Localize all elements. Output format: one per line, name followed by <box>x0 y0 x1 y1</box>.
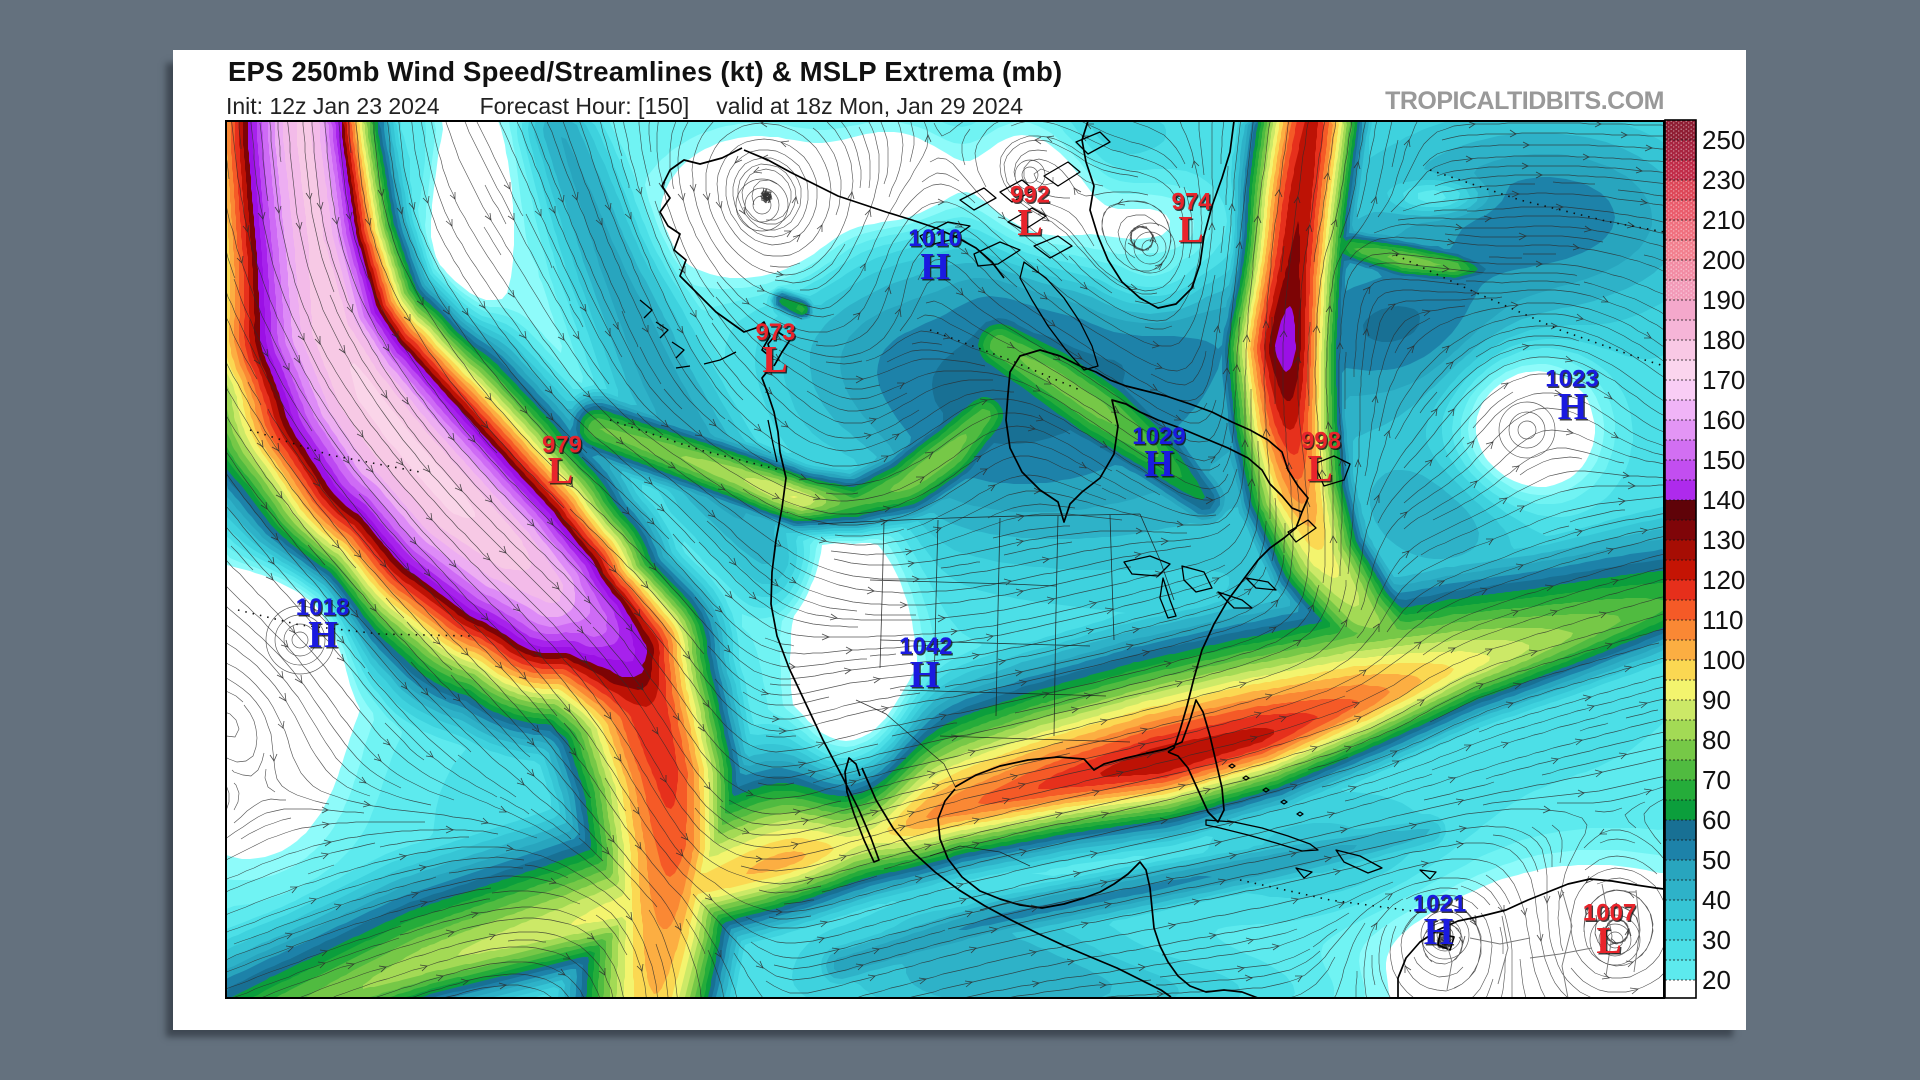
svg-text:H: H <box>1425 912 1455 954</box>
svg-text:250: 250 <box>1702 125 1745 155</box>
svg-text:170: 170 <box>1702 365 1745 395</box>
svg-text:1007: 1007 <box>1583 900 1636 927</box>
svg-text:120: 120 <box>1702 565 1745 595</box>
svg-text:140: 140 <box>1702 485 1745 515</box>
svg-text:1023: 1023 <box>1545 366 1598 393</box>
svg-text:L: L <box>1309 449 1334 491</box>
svg-text:1018: 1018 <box>296 594 349 621</box>
svg-text:H: H <box>1146 444 1176 486</box>
svg-text:H: H <box>922 247 952 289</box>
svg-text:1021: 1021 <box>1413 891 1466 918</box>
svg-text:L: L <box>764 340 789 382</box>
svg-text:50: 50 <box>1702 845 1731 875</box>
svg-text:80: 80 <box>1702 725 1731 755</box>
svg-text:110: 110 <box>1702 605 1743 635</box>
svg-text:L: L <box>1596 920 1621 962</box>
svg-text:992: 992 <box>1011 183 1051 210</box>
svg-text:190: 190 <box>1702 285 1745 315</box>
svg-text:150: 150 <box>1702 445 1745 475</box>
svg-text:H: H <box>1424 911 1454 953</box>
svg-text:130: 130 <box>1702 525 1745 555</box>
svg-text:973: 973 <box>755 319 795 346</box>
svg-text:1023: 1023 <box>1547 367 1600 394</box>
svg-text:L: L <box>1180 210 1205 252</box>
svg-text:H: H <box>911 655 941 697</box>
svg-text:H: H <box>310 615 340 657</box>
svg-text:H: H <box>308 614 338 656</box>
svg-text:H: H <box>920 246 950 288</box>
svg-text:160: 160 <box>1702 405 1745 435</box>
svg-text:L: L <box>549 451 574 493</box>
svg-text:1042: 1042 <box>899 633 952 660</box>
svg-text:210: 210 <box>1702 205 1745 235</box>
svg-text:200: 200 <box>1702 245 1745 275</box>
svg-text:974: 974 <box>1171 189 1212 216</box>
svg-text:992: 992 <box>1010 182 1050 209</box>
svg-text:974: 974 <box>1173 190 1214 217</box>
svg-text:1018: 1018 <box>297 595 350 622</box>
svg-text:H: H <box>910 654 940 696</box>
svg-text:979: 979 <box>542 432 582 459</box>
svg-text:H: H <box>1144 443 1174 485</box>
svg-text:1029: 1029 <box>1132 423 1185 450</box>
svg-text:973: 973 <box>757 320 797 347</box>
svg-text:998: 998 <box>1302 429 1342 456</box>
svg-text:H: H <box>1559 387 1589 429</box>
svg-text:L: L <box>548 450 573 492</box>
svg-text:998: 998 <box>1301 428 1341 455</box>
svg-text:230: 230 <box>1702 165 1745 195</box>
svg-text:979: 979 <box>543 433 583 460</box>
svg-text:100: 100 <box>1702 645 1745 675</box>
svg-text:20: 20 <box>1702 965 1731 995</box>
svg-text:L: L <box>1307 448 1332 490</box>
svg-text:L: L <box>762 339 787 381</box>
svg-text:30: 30 <box>1702 925 1731 955</box>
svg-text:1021: 1021 <box>1414 892 1467 919</box>
svg-text:L: L <box>1178 209 1203 251</box>
svg-text:1029: 1029 <box>1134 424 1187 451</box>
svg-text:1010: 1010 <box>908 225 961 252</box>
svg-text:40: 40 <box>1702 885 1731 915</box>
svg-text:180: 180 <box>1702 325 1745 355</box>
svg-text:60: 60 <box>1702 805 1731 835</box>
svg-text:L: L <box>1598 921 1623 963</box>
svg-text:70: 70 <box>1702 765 1731 795</box>
svg-text:90: 90 <box>1702 685 1731 715</box>
svg-text:L: L <box>1017 202 1042 244</box>
svg-text:H: H <box>1558 386 1588 428</box>
svg-text:1042: 1042 <box>900 634 953 661</box>
svg-text:L: L <box>1019 203 1044 245</box>
svg-text:1007: 1007 <box>1584 901 1637 928</box>
svg-text:1010: 1010 <box>910 226 963 253</box>
